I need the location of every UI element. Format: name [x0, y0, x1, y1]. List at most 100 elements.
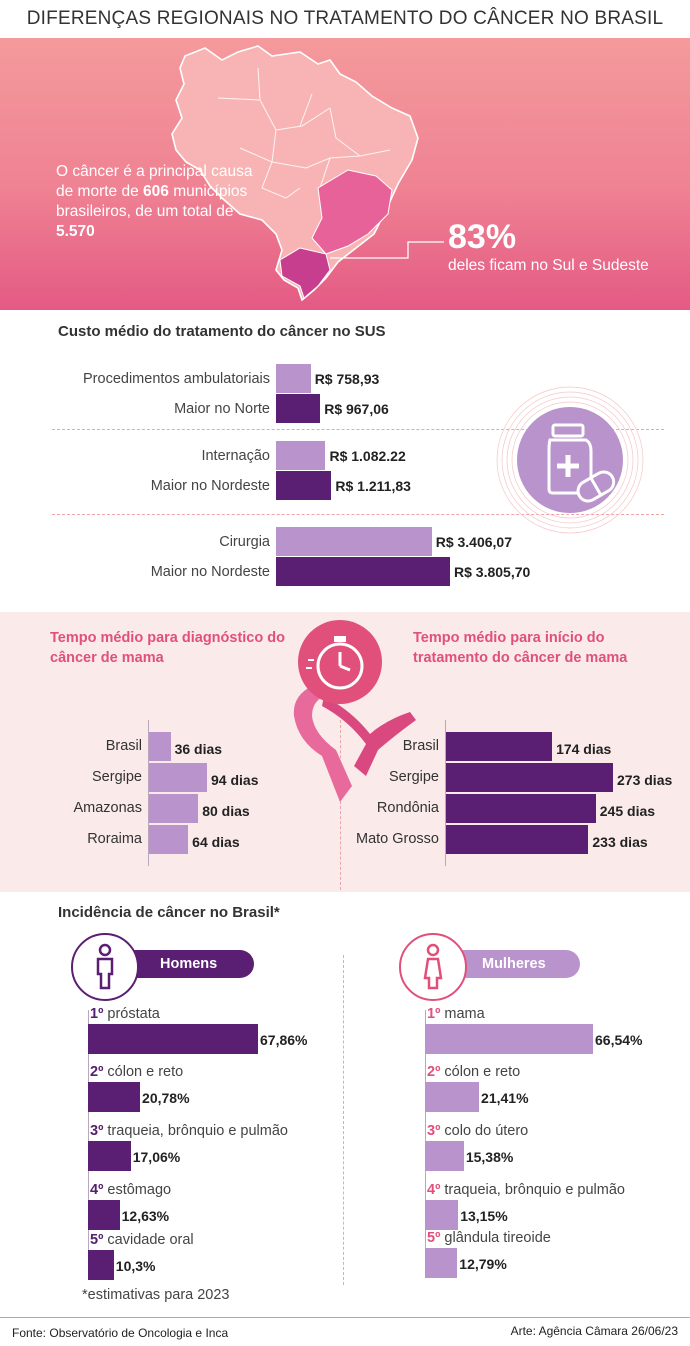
- cost-bar: [276, 364, 311, 393]
- cost-bar: [276, 527, 432, 556]
- cost-value: R$ 1.211,83: [335, 478, 411, 494]
- incidence-label: 5º cavidade oral: [90, 1232, 194, 1248]
- credit-text: Arte: Agência Câmara 26/06/23: [510, 1324, 678, 1338]
- time-bar: [445, 825, 589, 854]
- rank: 5º: [427, 1230, 441, 1246]
- cost-label: Maior no Nordeste: [150, 564, 270, 580]
- time-bar: [148, 825, 189, 854]
- incidence-title: Incidência de câncer no Brasil*: [58, 904, 280, 921]
- divider: [52, 514, 664, 515]
- incidence-bar: [425, 1248, 458, 1278]
- time-bar: [445, 763, 613, 792]
- cancer-type: traqueia, brônquio e pulmão: [440, 1182, 625, 1198]
- incidence-value: 10,3%: [115, 1258, 156, 1274]
- source-text: Fonte: Observatório de Oncologia e Inca: [12, 1326, 229, 1340]
- hero-banner: O câncer é a principal causa de morte de…: [0, 38, 690, 310]
- cost-bar: [276, 471, 332, 500]
- incidence-bar: [425, 1082, 480, 1112]
- time-label: Rondônia: [376, 800, 439, 816]
- cost-label: Cirurgia: [219, 534, 270, 550]
- incidence-bar: [425, 1200, 459, 1230]
- page-title: DIFERENÇAS REGIONAIS NO TRATAMENTO DO CÂ…: [26, 8, 664, 29]
- incidence-value: 20,78%: [142, 1090, 190, 1106]
- incidence-value: 13,15%: [460, 1208, 508, 1224]
- axis-line: [445, 720, 446, 866]
- incidence-label: 2º cólon e reto: [90, 1064, 183, 1080]
- incidence-bar: [88, 1250, 114, 1280]
- hero-text: O câncer é a principal causa de morte de…: [56, 163, 253, 240]
- incidence-bar: [425, 1024, 593, 1054]
- cancer-type: cólon e reto: [103, 1064, 184, 1080]
- cost-value: R$ 967,06: [324, 401, 389, 417]
- incidence-value: 67,86%: [260, 1032, 308, 1048]
- incidence-label: 4º estômago: [90, 1182, 171, 1198]
- time-bar: [445, 732, 553, 761]
- rank: 5º: [90, 1232, 104, 1248]
- incidence-label: 4º traqueia, brônquio e pulmão: [427, 1182, 625, 1198]
- time-label: Sergipe: [389, 769, 439, 785]
- divider: [343, 955, 344, 1285]
- time-value: 174 dias: [556, 741, 612, 757]
- incidence-bar: [425, 1141, 464, 1171]
- rank: 1º: [427, 1006, 441, 1022]
- time-value: 64 dias: [192, 834, 240, 850]
- time-label: Brasil: [105, 738, 142, 754]
- time-value: 245 dias: [599, 803, 656, 819]
- incidence-label: 1º próstata: [90, 1006, 160, 1022]
- cancer-type: traqueia, brônquio e pulmão: [103, 1123, 288, 1139]
- cost-value: R$ 3.805,70: [454, 564, 531, 580]
- time-value: 80 dias: [202, 803, 250, 819]
- rank: 3º: [90, 1123, 104, 1139]
- time-label: Roraima: [87, 831, 142, 847]
- woman-icon: [399, 933, 467, 1001]
- time-bar: [148, 732, 171, 761]
- big-percentage: 83%: [448, 218, 517, 256]
- time-value: 94 dias: [211, 772, 259, 788]
- cancer-type: cavidade oral: [103, 1232, 194, 1248]
- time-value: 233 dias: [592, 834, 648, 850]
- incidence-bar: [88, 1024, 258, 1054]
- cost-value: R$ 1.082.22: [329, 448, 406, 464]
- cost-label: Maior no Norte: [174, 401, 270, 417]
- cancer-type: estômago: [103, 1182, 172, 1198]
- incidence-label: 5º glândula tireoide: [427, 1230, 551, 1246]
- incidence-bar: [88, 1200, 120, 1230]
- cancer-type: colo do útero: [440, 1123, 529, 1139]
- rank: 1º: [90, 1006, 104, 1022]
- percentage-caption: deles ficam no Sul e Sudeste: [448, 257, 649, 274]
- incidence-value: 66,54%: [595, 1032, 643, 1048]
- footnote: *estimativas para 2023: [82, 1287, 230, 1303]
- rank: 2º: [427, 1064, 441, 1080]
- time-value: 273 dias: [617, 772, 673, 788]
- incidence-label: 3º colo do útero: [427, 1123, 528, 1139]
- medicine-bottle-icon: [496, 386, 644, 534]
- incidence-value: 12,79%: [459, 1256, 507, 1272]
- cost-label: Maior no Nordeste: [150, 478, 270, 494]
- time-label: Amazonas: [73, 800, 142, 816]
- incidence-value: 17,06%: [132, 1149, 181, 1165]
- time-value: 36 dias: [174, 741, 223, 757]
- man-icon: [71, 933, 139, 1001]
- incidence-bar: [88, 1082, 141, 1112]
- time-bar: [148, 794, 199, 823]
- time-label: Sergipe: [92, 769, 142, 785]
- incidence-label: 1º mama: [427, 1006, 485, 1022]
- incidence-value: 21,41%: [481, 1090, 529, 1106]
- cancer-type: cólon e reto: [440, 1064, 521, 1080]
- cancer-type: próstata: [103, 1006, 160, 1022]
- brazil-map: [171, 45, 444, 302]
- time-label: Brasil: [402, 738, 439, 754]
- cost-bar: [276, 441, 326, 470]
- treatment-title: Tempo médio para início do tratamento do…: [413, 630, 628, 666]
- time-label: Mato Grosso: [356, 831, 439, 847]
- incidence-bar: [88, 1141, 131, 1171]
- cancer-type: glândula tireoide: [440, 1230, 551, 1246]
- cost-label: Internação: [201, 448, 270, 464]
- incidence-label: 2º cólon e reto: [427, 1064, 520, 1080]
- footer-divider: [0, 1317, 690, 1318]
- axis-line: [148, 720, 149, 866]
- incidence-label: 3º traqueia, brônquio e pulmão: [90, 1123, 288, 1139]
- cost-value: R$ 758,93: [314, 371, 380, 387]
- rank: 4º: [427, 1182, 441, 1198]
- time-bar: [445, 794, 596, 823]
